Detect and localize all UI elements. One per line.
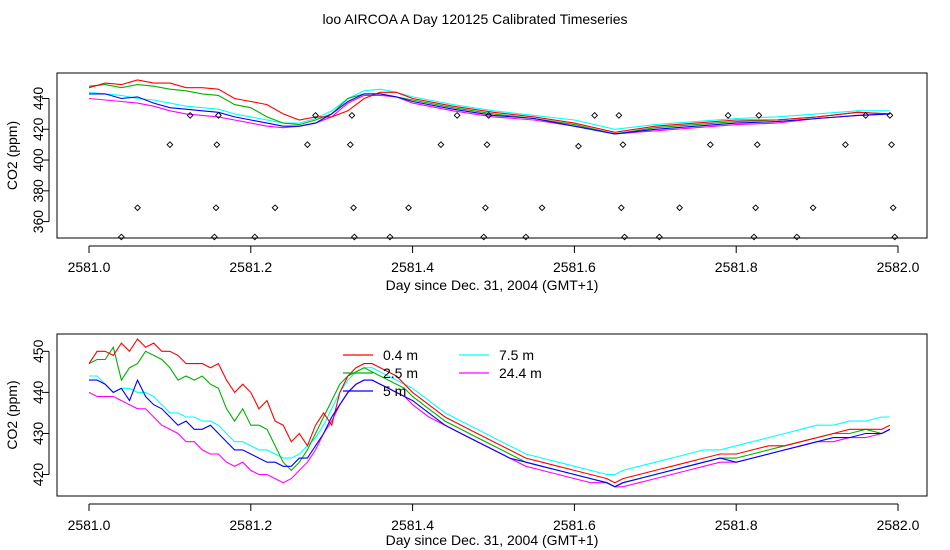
data-point-marker (891, 233, 899, 241)
plot-frame (56, 333, 928, 497)
data-point-marker (724, 111, 732, 119)
x-tick-label: 2582.0 (877, 517, 920, 533)
y-tick-label: 440 (30, 380, 46, 404)
y-tick-label: 400 (30, 148, 46, 172)
legend-label: 0.4 m (383, 347, 418, 363)
x-tick-label: 2581.8 (715, 517, 758, 533)
x-tick-label: 2581.2 (229, 517, 272, 533)
data-point-marker (346, 141, 354, 149)
data-point-marker (886, 111, 894, 119)
y-tick-label: 450 (30, 339, 46, 363)
series-line-0-4-m (88, 79, 890, 133)
data-point-marker (538, 204, 546, 212)
series-line-5-m (89, 93, 890, 135)
x-tick-label: 2581.8 (715, 259, 758, 275)
data-point-marker (483, 141, 491, 149)
data-point-marker (213, 141, 221, 149)
data-point-marker (841, 141, 849, 149)
y-tick-label: 420 (30, 117, 46, 141)
data-point-marker (271, 204, 279, 212)
data-point-marker (889, 204, 897, 212)
x-axis-label: Day since Dec. 31, 2004 (GMT+1) (386, 277, 599, 293)
series-line-2-5-m (88, 345, 891, 488)
x-tick-label: 2582.0 (877, 259, 920, 275)
data-point-marker (481, 204, 489, 212)
data-point-marker (186, 111, 194, 119)
data-point-marker (621, 233, 628, 241)
x-tick-label: 2581.4 (391, 517, 434, 533)
data-point-marker (655, 233, 663, 241)
data-point-marker (117, 233, 125, 241)
data-point-marker (303, 141, 311, 149)
data-point-marker (480, 233, 488, 241)
data-point-marker (405, 204, 412, 212)
data-point-marker (215, 111, 222, 119)
series-line-24-4-m (88, 94, 890, 135)
x-axis-label: Day since Dec. 31, 2004 (GMT+1) (386, 532, 599, 548)
data-point-marker (617, 204, 625, 212)
legend-label: 2.5 m (383, 365, 418, 381)
data-point-marker (753, 141, 761, 149)
series-line-7-5-m (89, 367, 890, 476)
y-tick-label: 360 (30, 210, 46, 234)
y-axis-label: CO2 (ppm) (4, 380, 20, 449)
data-point-marker (210, 233, 218, 241)
chart-title: loo AIRCOA A Day 120125 Calibrated Times… (322, 11, 628, 27)
legend-label: 7.5 m (499, 347, 534, 363)
data-point-marker (750, 233, 758, 241)
data-point-marker (212, 204, 220, 212)
data-point-marker (706, 141, 714, 149)
data-point-marker (888, 141, 895, 149)
x-tick-label: 2581.4 (391, 259, 434, 275)
series-line-2-5-m (88, 84, 890, 135)
y-tick-label: 420 (30, 463, 46, 487)
data-point-marker (350, 204, 357, 212)
data-point-marker (251, 233, 259, 241)
data-point-marker (676, 204, 684, 212)
data-point-marker (755, 111, 763, 119)
data-point-marker (386, 233, 394, 241)
data-point-marker (312, 111, 319, 119)
data-point-marker (485, 111, 493, 119)
legend-label: 5 m (383, 383, 406, 399)
data-point-marker (862, 111, 870, 119)
data-point-marker (522, 233, 530, 241)
x-tick-label: 2581.6 (553, 259, 596, 275)
x-tick-label: 2581.0 (68, 517, 111, 533)
data-point-marker (453, 111, 461, 119)
plot-frame (56, 72, 928, 239)
x-tick-label: 2581.0 (68, 259, 111, 275)
data-point-marker (615, 111, 623, 119)
data-point-marker (134, 204, 141, 212)
data-point-marker (348, 111, 356, 119)
data-point-marker (809, 204, 817, 212)
x-tick-label: 2581.2 (229, 259, 272, 275)
series-line-0-4-m (88, 338, 891, 484)
y-tick-label: 440 (30, 87, 46, 111)
legend-label: 24.4 m (499, 365, 542, 381)
y-tick-label: 380 (30, 179, 46, 203)
series-line-24-4-m (88, 379, 891, 488)
data-point-marker (575, 142, 582, 150)
series-line-5-m (89, 378, 891, 488)
y-axis-label: CO2 (ppm) (4, 121, 20, 190)
x-tick-label: 2581.6 (553, 517, 596, 533)
data-point-marker (166, 141, 174, 149)
data-point-marker (591, 111, 599, 119)
data-point-marker (619, 141, 627, 149)
data-point-marker (437, 141, 445, 149)
data-point-marker (752, 204, 760, 212)
y-tick-label: 430 (30, 422, 46, 446)
data-point-marker (350, 233, 358, 241)
data-point-marker (793, 233, 801, 241)
